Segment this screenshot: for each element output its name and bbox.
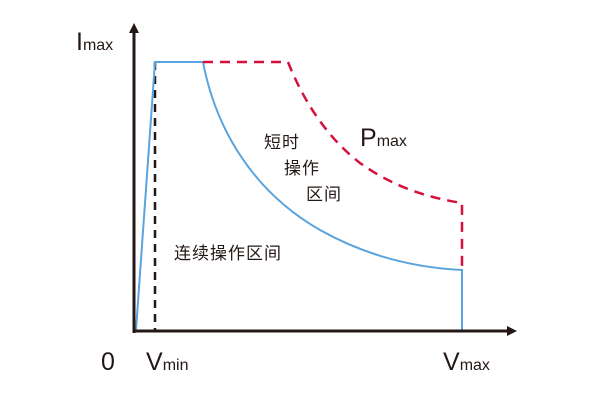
y-axis-label-sub: max xyxy=(82,37,114,54)
continuous-region-label: 连续操作区间 xyxy=(174,244,282,264)
vmax-label-sub: max xyxy=(459,357,490,374)
y-axis-label-main: I xyxy=(76,28,83,56)
short-term-region-label: 短时 操作 区间 xyxy=(264,130,342,208)
pmax-label-main: P xyxy=(360,124,377,152)
y-axis-label: Imax xyxy=(76,30,113,55)
vmin-label-main: V xyxy=(146,348,163,376)
short-term-line-1: 短时 xyxy=(264,133,300,153)
pmax-label: Pmax xyxy=(360,126,407,151)
pmax-boundary-curve xyxy=(203,60,464,270)
short-term-line-2: 操作 xyxy=(284,159,320,179)
vmax-label-main: V xyxy=(443,348,460,376)
vmin-label-sub: min xyxy=(162,357,189,374)
vmax-label: Vmax xyxy=(443,350,490,375)
origin-label: 0 xyxy=(101,348,115,376)
vmin-label: Vmin xyxy=(146,350,188,375)
continuous-boundary-curve xyxy=(135,61,463,332)
short-term-line-3: 区间 xyxy=(306,185,342,205)
pmax-label-sub: max xyxy=(376,133,407,150)
